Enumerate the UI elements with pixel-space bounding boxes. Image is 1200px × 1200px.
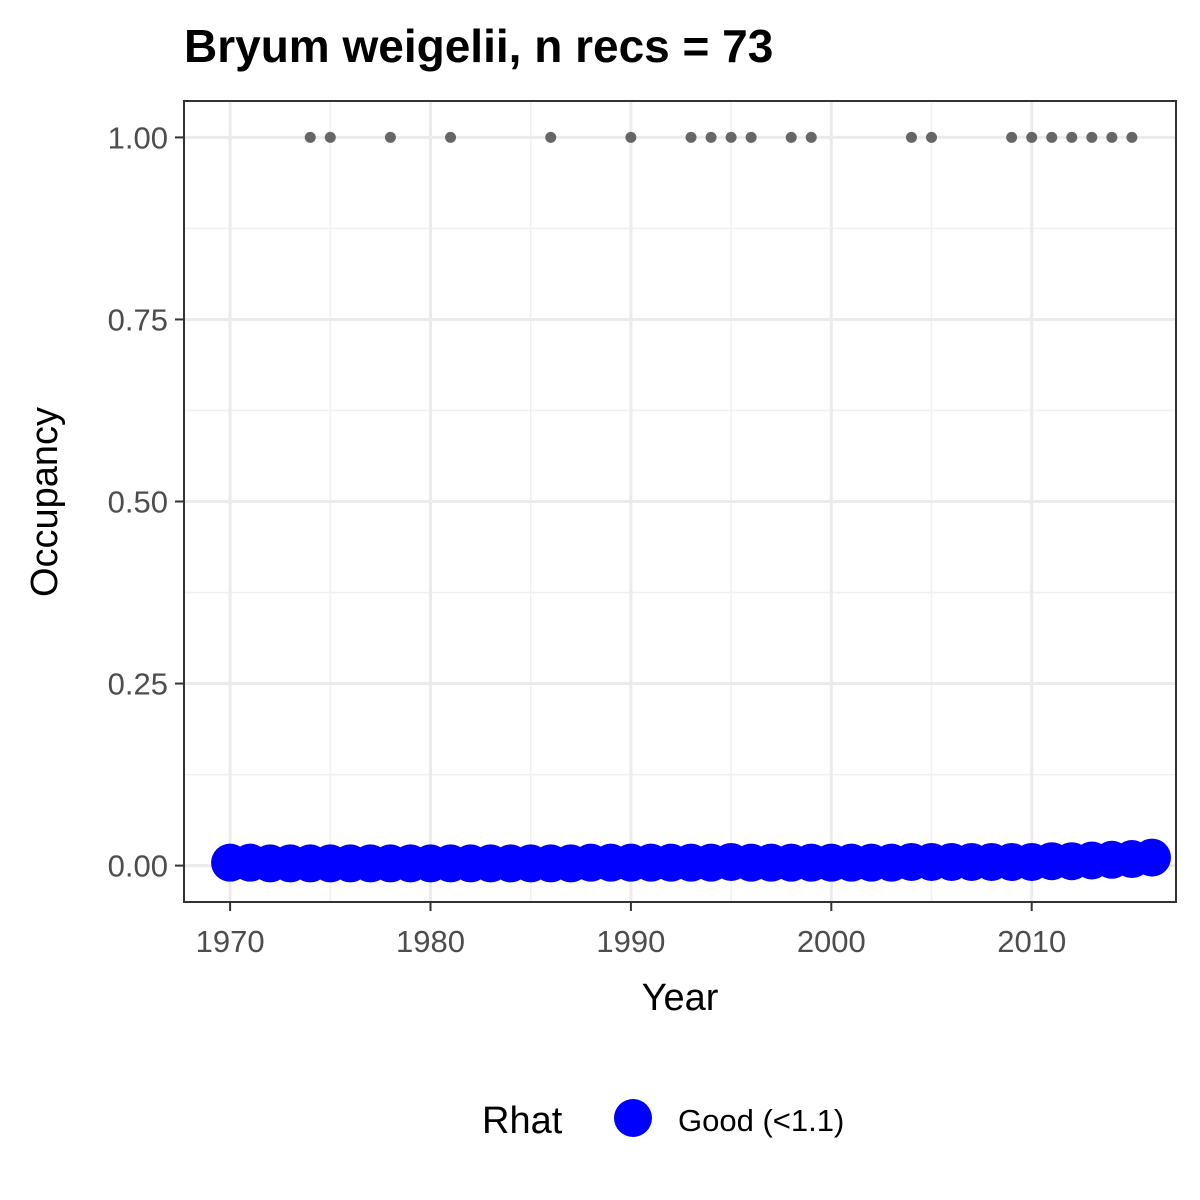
- data-point-observed: [1046, 131, 1058, 143]
- data-point-observed: [1126, 131, 1138, 143]
- data-point-observed: [785, 131, 797, 143]
- data-point-observed: [1066, 131, 1078, 143]
- legend-key-good: [614, 1099, 652, 1137]
- x-tick-label: 1970: [196, 924, 265, 959]
- x-tick-label: 1990: [596, 924, 665, 959]
- data-point-observed: [725, 131, 737, 143]
- data-point-observed: [1086, 131, 1098, 143]
- x-axis-title: Year: [642, 977, 719, 1019]
- data-point-observed: [625, 131, 637, 143]
- x-tick-label: 2000: [797, 924, 866, 959]
- legend-label-good: Good (<1.1): [678, 1103, 844, 1138]
- series-good-points: [211, 838, 1171, 883]
- y-axis-title: Occupancy: [24, 407, 66, 597]
- data-point-observed: [905, 131, 917, 143]
- chart-title: Bryum weigelii, n recs = 73: [184, 20, 773, 72]
- data-point-observed: [1026, 131, 1038, 143]
- data-point-observed: [384, 131, 396, 143]
- y-tick-label: 0.50: [108, 485, 168, 520]
- y-tick-label: 0.25: [108, 667, 168, 702]
- data-point-observed: [304, 131, 316, 143]
- y-tick-label: 1.00: [108, 120, 168, 155]
- y-tick-label: 0.00: [108, 849, 168, 884]
- data-point-observed: [1106, 131, 1118, 143]
- plot-panel: [183, 100, 1177, 903]
- series-observed-points: [304, 131, 1138, 143]
- y-axis: 0.00 0.25 0.50 0.75 1.00: [108, 120, 184, 884]
- legend: Rhat Good (<1.1): [482, 1099, 844, 1142]
- data-point-observed: [324, 131, 336, 143]
- y-tick-label: 0.75: [108, 302, 168, 337]
- data-point-observed: [745, 131, 757, 143]
- data-point-observed: [926, 131, 938, 143]
- data-point-observed: [1006, 131, 1018, 143]
- data-point-observed: [445, 131, 457, 143]
- data-point-observed: [705, 131, 717, 143]
- data-point-observed: [805, 131, 817, 143]
- data-point-good: [1132, 838, 1171, 877]
- x-tick-label: 2010: [997, 924, 1066, 959]
- x-tick-label: 1980: [396, 924, 465, 959]
- data-point-observed: [685, 131, 697, 143]
- legend-title: Rhat: [482, 1100, 563, 1142]
- data-point-observed: [545, 131, 557, 143]
- x-axis: 1970 1980 1990 2000 2010: [196, 902, 1066, 959]
